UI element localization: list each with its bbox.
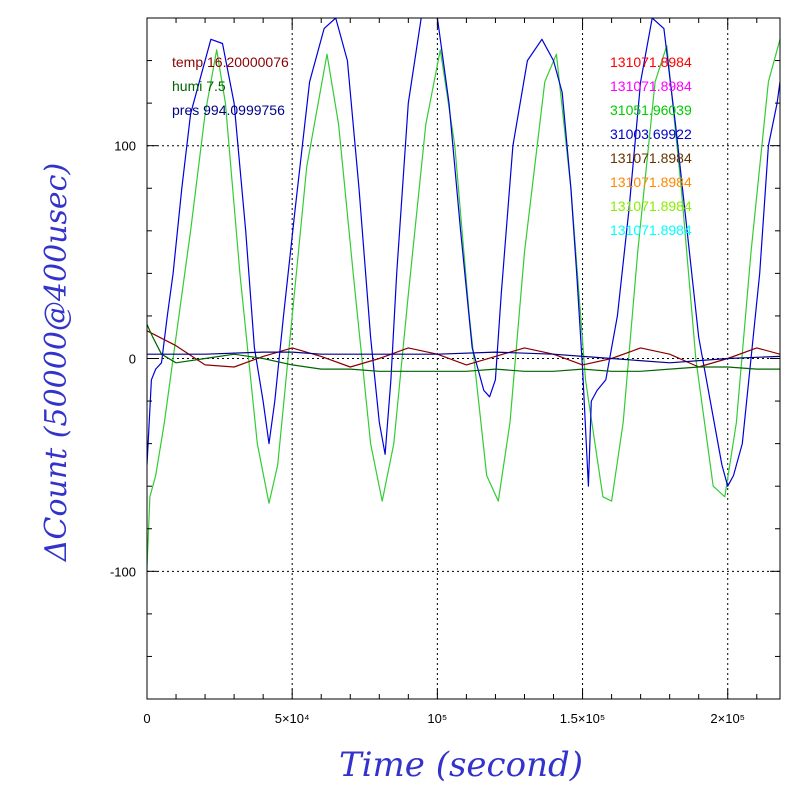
legend-right-entry: 131071.8984 (610, 222, 692, 238)
x-tick-label: 1.5×10⁵ (560, 711, 606, 726)
legend-right-entry: 131071.8984 (610, 78, 692, 94)
series-layer (147, 18, 780, 568)
legend-right-entry: 131071.8984 (610, 54, 692, 70)
legend-right-entry: 31003.69922 (610, 126, 692, 142)
x-tick-label: 10⁵ (427, 711, 447, 726)
series-line-4 (147, 351, 780, 364)
legend-right-entry: 131071.8984 (610, 174, 692, 190)
legend-left-entry: pres 994.0999756 (172, 102, 285, 118)
legend-left-entry: temp 16.20000076 (172, 54, 289, 70)
ticks (146, 17, 780, 700)
legend-right-entry: 131071.8984 (610, 198, 692, 214)
tick-labels: 0 5×10⁴ 10⁵ 1.5×10⁵ 2×10⁵ -100 0 100 (110, 139, 745, 726)
y-tick-label: -100 (110, 564, 136, 579)
y-axis-title: ΔCount (50000@400usec) (39, 163, 74, 562)
series-line-1 (147, 18, 780, 487)
x-axis-title: Time (second) (339, 745, 583, 785)
y-tick-label: 0 (129, 352, 136, 367)
x-tick-label: 2×10⁵ (710, 711, 745, 726)
series-line-3 (147, 324, 780, 372)
x-tick-label: 0 (143, 711, 150, 726)
legend: temp 16.20000076 humi 7.5 pres 994.0999756… (172, 54, 692, 238)
x-tick-label: 5×10⁴ (275, 711, 310, 726)
legend-left-entry: humi 7.5 (172, 78, 226, 94)
legend-right-entry: 131071.8984 (610, 150, 692, 166)
y-tick-label: 100 (114, 139, 136, 154)
legend-right-entry: 31051.96039 (610, 102, 692, 118)
series-line-2 (147, 330, 780, 368)
